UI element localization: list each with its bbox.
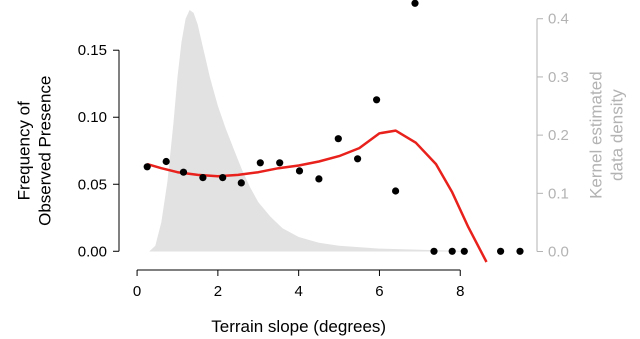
labels-layer: 0.00 0.05 0.10 0.15 0.0 0.1 0.2 0.3 0.4 0 2 4 6 8 Terr… bbox=[15, 11, 627, 336]
data-point bbox=[392, 187, 400, 195]
right-y-tick-label: 0.3 bbox=[548, 69, 569, 86]
right-y-axis-title-line: data density bbox=[608, 89, 627, 181]
data-point bbox=[256, 159, 264, 167]
data-point bbox=[179, 168, 188, 176]
left-y-axis-title-line: Observed Presence bbox=[36, 76, 55, 226]
right-y-axis-title-line: Kernel estimated bbox=[587, 71, 606, 199]
fit-line bbox=[146, 129, 488, 263]
x-tick-label: 0 bbox=[133, 283, 141, 300]
left-y-tick-label: 0.05 bbox=[78, 176, 107, 193]
data-point bbox=[199, 174, 207, 182]
left-y-tick-label: 0.10 bbox=[78, 109, 107, 126]
data-point bbox=[162, 157, 170, 166]
data-point bbox=[516, 247, 524, 255]
data-point bbox=[460, 247, 468, 255]
fit-line-layer bbox=[146, 129, 488, 263]
points-layer bbox=[143, 0, 524, 255]
right-y-tick-label: 0.0 bbox=[548, 244, 569, 261]
data-point bbox=[354, 155, 362, 163]
density-area bbox=[149, 10, 473, 252]
left-y-axis-title-line: Frequency of bbox=[15, 101, 34, 200]
data-point bbox=[411, 0, 419, 7]
right-y-tick-label: 0.4 bbox=[548, 11, 569, 28]
data-point bbox=[497, 247, 505, 255]
left-y-tick-label: 0.00 bbox=[78, 243, 107, 260]
density-layer bbox=[149, 10, 473, 252]
right-y-tick-label: 0.1 bbox=[548, 185, 569, 202]
data-point bbox=[219, 174, 227, 182]
x-axis-title: Terrain slope (degrees) bbox=[211, 317, 386, 336]
data-point bbox=[237, 179, 245, 187]
x-tick-label: 4 bbox=[294, 283, 302, 300]
data-point bbox=[143, 163, 151, 171]
axes-layer bbox=[113, 18, 543, 276]
data-point bbox=[373, 96, 381, 104]
data-point bbox=[448, 247, 456, 255]
x-tick-label: 6 bbox=[375, 283, 383, 300]
right-y-tick-label: 0.2 bbox=[548, 127, 569, 144]
data-point bbox=[334, 135, 342, 143]
x-tick-label: 8 bbox=[456, 283, 464, 300]
left-y-tick-label: 0.15 bbox=[78, 42, 107, 59]
x-tick-label: 2 bbox=[214, 283, 222, 300]
data-point bbox=[430, 247, 438, 255]
data-point bbox=[276, 159, 284, 167]
data-point bbox=[295, 167, 304, 175]
data-point bbox=[315, 175, 323, 183]
